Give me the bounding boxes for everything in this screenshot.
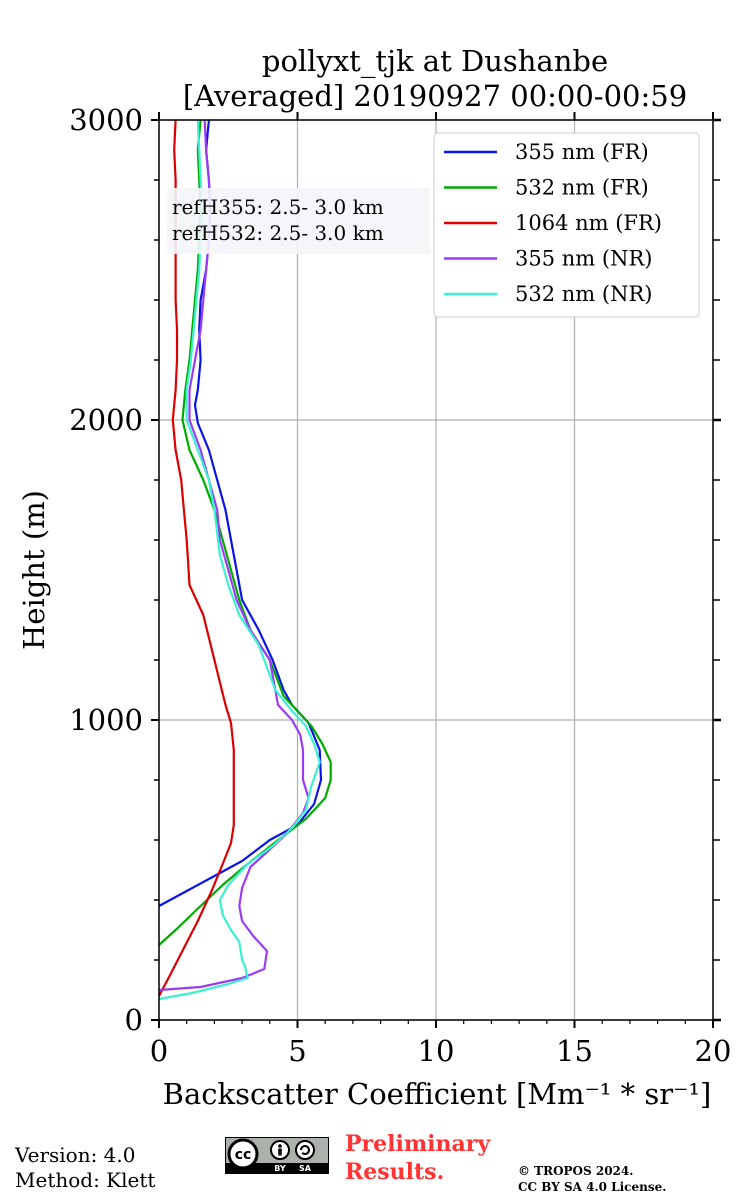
x-tick-label: 5 [288,1034,306,1068]
legend-label: 532 nm (FR) [515,176,649,200]
copyright-line-1: © TROPOS 2024. [518,1164,634,1178]
x-tick-label: 15 [556,1034,593,1068]
preliminary-line-2: Results. [345,1159,445,1185]
y-tick-label: 0 [125,1003,143,1037]
legend: 355 nm (FR) 532 nm (FR) 1064 nm (FR) 355 nm… [433,132,700,318]
legend-label: 1064 nm (FR) [515,211,662,235]
x-tick-label: 0 [150,1034,168,1068]
cc-by-sa-license-badge: cc BY SA [225,1137,329,1174]
method-label: Method: Klett [15,1168,156,1192]
axis-ticks: 0 5 10 15 20 0 1000 2000 3000 [69,103,731,1068]
backscatter-chart: 0 5 10 15 20 0 1000 2000 3000 pollyxt_tjk at Dus… [17,44,731,1111]
reference-height-annotation: refH355: 2.5- 3.0 km refH532: 2.5- 3.0 k… [167,188,430,254]
chart-title-line-2: [Averaged] 20190927 00:00-00:59 [183,79,687,113]
legend-label: 355 nm (NR) [515,247,652,271]
x-axis-label: Backscatter Coefficient [Mm⁻¹ * sr⁻¹] [163,1077,712,1111]
legend-label: 355 nm (FR) [515,140,649,164]
cc-badge-cc-text: cc [235,1147,252,1163]
copyright-note: © TROPOS 2024. CC BY SA 4.0 License. [518,1163,666,1195]
annotation-line-1: refH355: 2.5- 3.0 km [172,195,384,219]
annotation-line-2: refH532: 2.5- 3.0 km [172,221,384,245]
chart-titles: pollyxt_tjk at Dushanbe [Averaged] 20190… [17,44,711,1111]
copyright-line-2: CC BY SA 4.0 License. [518,1180,667,1194]
y-tick-label: 2000 [69,403,143,437]
series-line-1064-nm-fr [158,119,235,997]
series-lines [158,119,332,1001]
legend-box [433,132,700,318]
version-label: Version: 4.0 [15,1143,136,1167]
cc-badge-by-text: BY [274,1164,286,1173]
y-tick-label: 1000 [69,703,143,737]
series-line-532-nm-nr [158,119,321,1001]
x-tick-label: 10 [418,1034,455,1068]
preliminary-results-note: Preliminary Results. [345,1130,490,1186]
sa-icon [295,1140,315,1160]
x-tick-label: 20 [695,1034,732,1068]
y-tick-label: 3000 [69,103,143,137]
cc-badge-sa-text: SA [299,1164,312,1173]
annotation-box [167,188,430,254]
series-line-355-nm-nr [158,119,310,992]
chart-title-line-1: pollyxt_tjk at Dushanbe [262,44,608,79]
y-axis-label: Height (m) [17,490,51,650]
preliminary-line-1: Preliminary [345,1131,491,1157]
legend-label: 532 nm (NR) [515,282,652,306]
